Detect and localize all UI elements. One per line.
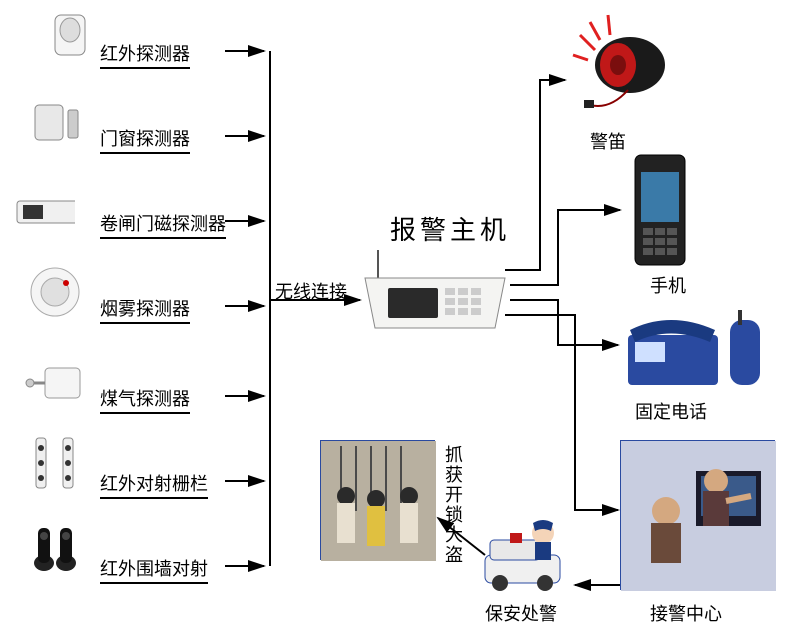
alarm-center-photo <box>620 440 775 590</box>
sensor-label-6: 红外围墙对射 <box>100 555 208 584</box>
extra-label-police: 保安处警 <box>485 600 557 626</box>
output-label-center: 接警中心 <box>650 600 722 626</box>
host-title: 报警主机 <box>390 210 510 247</box>
pir-sensor-icon <box>40 10 100 65</box>
door-sensor-icon <box>30 95 90 150</box>
sensor-label-2: 卷闸门磁探测器 <box>100 210 226 239</box>
gas-sensor-icon <box>25 355 85 410</box>
sensor-label-3: 烟雾探测器 <box>100 295 190 324</box>
output-label-phone: 手机 <box>650 272 686 298</box>
alarm-host-icon <box>360 250 510 345</box>
sensor-label-4: 煤气探测器 <box>100 385 190 414</box>
siren-icon <box>570 10 680 130</box>
roller-sensor-icon <box>15 185 75 240</box>
police-icon <box>475 515 570 600</box>
output-label-landline: 固定电话 <box>635 398 707 424</box>
sensor-label-5: 红外对射栅栏 <box>100 470 208 499</box>
phone-icon <box>625 150 695 275</box>
output-label-siren: 警笛 <box>590 128 626 154</box>
smoke-sensor-icon <box>25 265 85 320</box>
landline-icon <box>620 300 770 400</box>
beam-wall-icon <box>25 520 85 575</box>
sensor-label-1: 门窗探测器 <box>100 125 190 154</box>
connection-label: 无线连接 <box>275 278 347 304</box>
arrest-photo <box>320 440 435 560</box>
beam-fence-icon <box>25 435 85 490</box>
extra-label-arrest: 抓获开锁大盗 <box>440 445 466 565</box>
sensor-label-0: 红外探测器 <box>100 40 190 69</box>
